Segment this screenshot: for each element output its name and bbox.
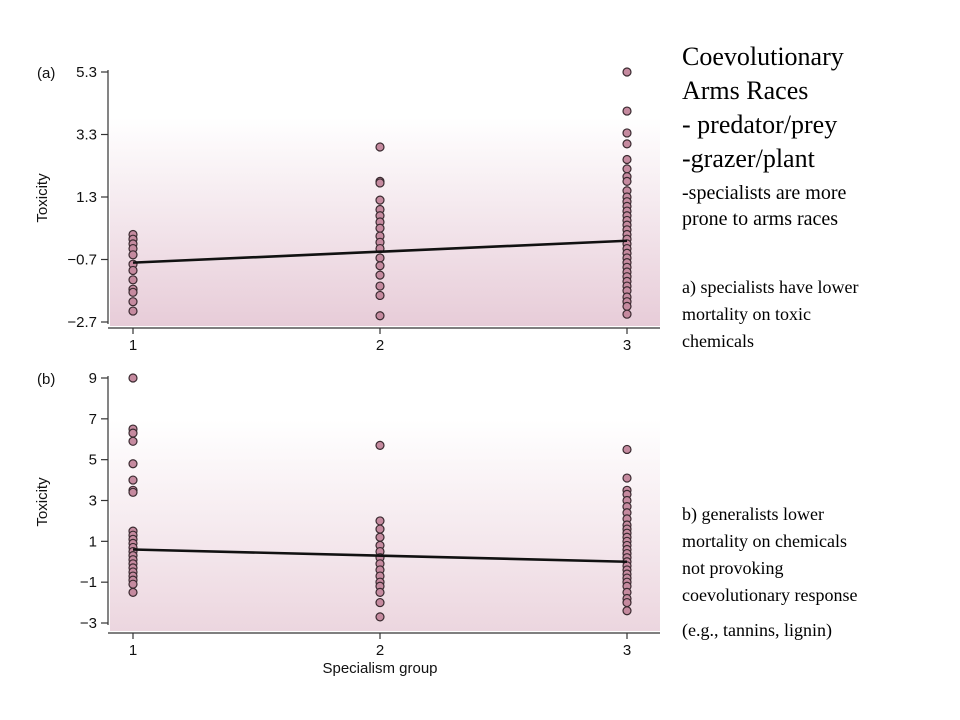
y-tick-label: 9: [89, 370, 97, 387]
data-point: [375, 597, 385, 608]
note-b-line-1: b) generalists lower: [682, 504, 824, 524]
data-point: [622, 154, 632, 165]
slide-notes: Coevolutionary Arms Races - predator/pre…: [682, 40, 952, 644]
data-point: [622, 597, 632, 608]
y-tick-label: 5: [89, 452, 97, 469]
sub-line-1: -specialists are more: [682, 182, 847, 204]
data-point: [622, 301, 632, 311]
title-line-4: -grazer/plant: [682, 144, 815, 173]
data-point: [622, 139, 632, 149]
note-a-line-2: mortality on toxic: [682, 304, 811, 324]
data-point: [128, 459, 138, 469]
title-line-3: - predator/prey: [682, 110, 838, 139]
y-tick-label: −0.7: [67, 252, 97, 269]
note-c: (e.g., tannins, lignin): [682, 620, 832, 640]
data-point: [375, 270, 385, 280]
x-tick-label: 3: [623, 337, 631, 354]
data-point: [128, 373, 138, 383]
data-point: [622, 309, 632, 319]
plot-background: [110, 420, 660, 631]
y-axis-label: Toxicity: [34, 173, 51, 223]
x-tick-label: 1: [129, 642, 137, 659]
data-point: [375, 223, 385, 233]
data-point: [375, 524, 385, 534]
data-point: [128, 579, 138, 589]
y-axis-label: Toxicity: [34, 477, 51, 527]
data-point: [375, 178, 385, 188]
data-point: [128, 587, 138, 597]
data-point: [128, 428, 138, 438]
y-tick-label: 7: [89, 411, 97, 428]
data-point: [375, 612, 385, 622]
x-tick-label: 1: [129, 337, 137, 354]
y-tick-label: −2.7: [67, 314, 97, 331]
data-point: [375, 516, 385, 526]
note-a-line-3: chemicals: [682, 331, 754, 351]
data-point: [128, 250, 138, 260]
data-point: [128, 475, 138, 485]
note-a-line-1: a) specialists have lower: [682, 277, 859, 297]
data-point: [622, 164, 632, 174]
y-tick-label: 3.3: [76, 127, 97, 144]
data-point: [622, 106, 632, 116]
x-tick-label: 2: [376, 337, 384, 354]
title-line-2: Arms Races: [682, 76, 809, 105]
y-tick-label: 3: [89, 493, 97, 510]
title-line-1: Coevolutionary: [682, 42, 844, 71]
data-point: [622, 606, 632, 616]
data-point: [622, 176, 632, 186]
fit-line: [132, 239, 628, 264]
data-point: [622, 128, 632, 138]
panel-b: 9 7 5 3 1 −1 −3 1 2 3 Toxicity (b) Specialism group: [34, 370, 660, 677]
data-point: [375, 142, 385, 152]
data-point: [622, 67, 632, 77]
data-point: [375, 587, 385, 597]
note-b-line-3: not provoking: [682, 558, 784, 578]
data-point: [128, 306, 138, 316]
data-point: [128, 275, 138, 285]
plot-background: [110, 118, 660, 326]
data-point: [375, 440, 385, 450]
sub-line-2: prone to arms races: [682, 208, 839, 230]
data-point: [375, 261, 385, 271]
data-point: [128, 436, 138, 446]
note-b-line-4: coevolutionary response: [682, 585, 858, 605]
data-point: [128, 487, 138, 497]
x-axis-label: Specialism group: [322, 660, 437, 677]
data-point: [128, 297, 138, 307]
panel-a: 5.3 3.3 1.3 −0.7 −2.7 1 2 3 Toxicity (a): [34, 64, 660, 354]
data-point: [622, 444, 632, 455]
data-point: [375, 195, 385, 205]
data-point: [375, 281, 385, 291]
y-tick-label: −1: [80, 574, 97, 591]
data-point: [128, 265, 138, 276]
data-point: [375, 253, 385, 263]
chart-area: 5.3 3.3 1.3 −0.7 −2.7 1 2 3 Toxicity (a) 9 7 5 3 1 −1 −…: [34, 64, 660, 677]
y-tick-label: 1.3: [76, 189, 97, 206]
note-b-line-2: mortality on chemicals: [682, 531, 847, 551]
data-point: [375, 290, 385, 301]
y-tick-label: 1: [89, 533, 97, 550]
data-point: [128, 287, 138, 297]
y-tick-label: 5.3: [76, 64, 97, 81]
panel-label: (a): [37, 65, 55, 82]
data-point: [622, 473, 632, 483]
data-point: [375, 311, 385, 321]
y-tick-label: −3: [80, 615, 97, 632]
panel-label: (b): [37, 371, 55, 388]
fit-line: [132, 548, 628, 564]
data-point: [375, 532, 385, 542]
x-tick-label: 2: [376, 642, 384, 659]
x-tick-label: 3: [623, 642, 631, 659]
